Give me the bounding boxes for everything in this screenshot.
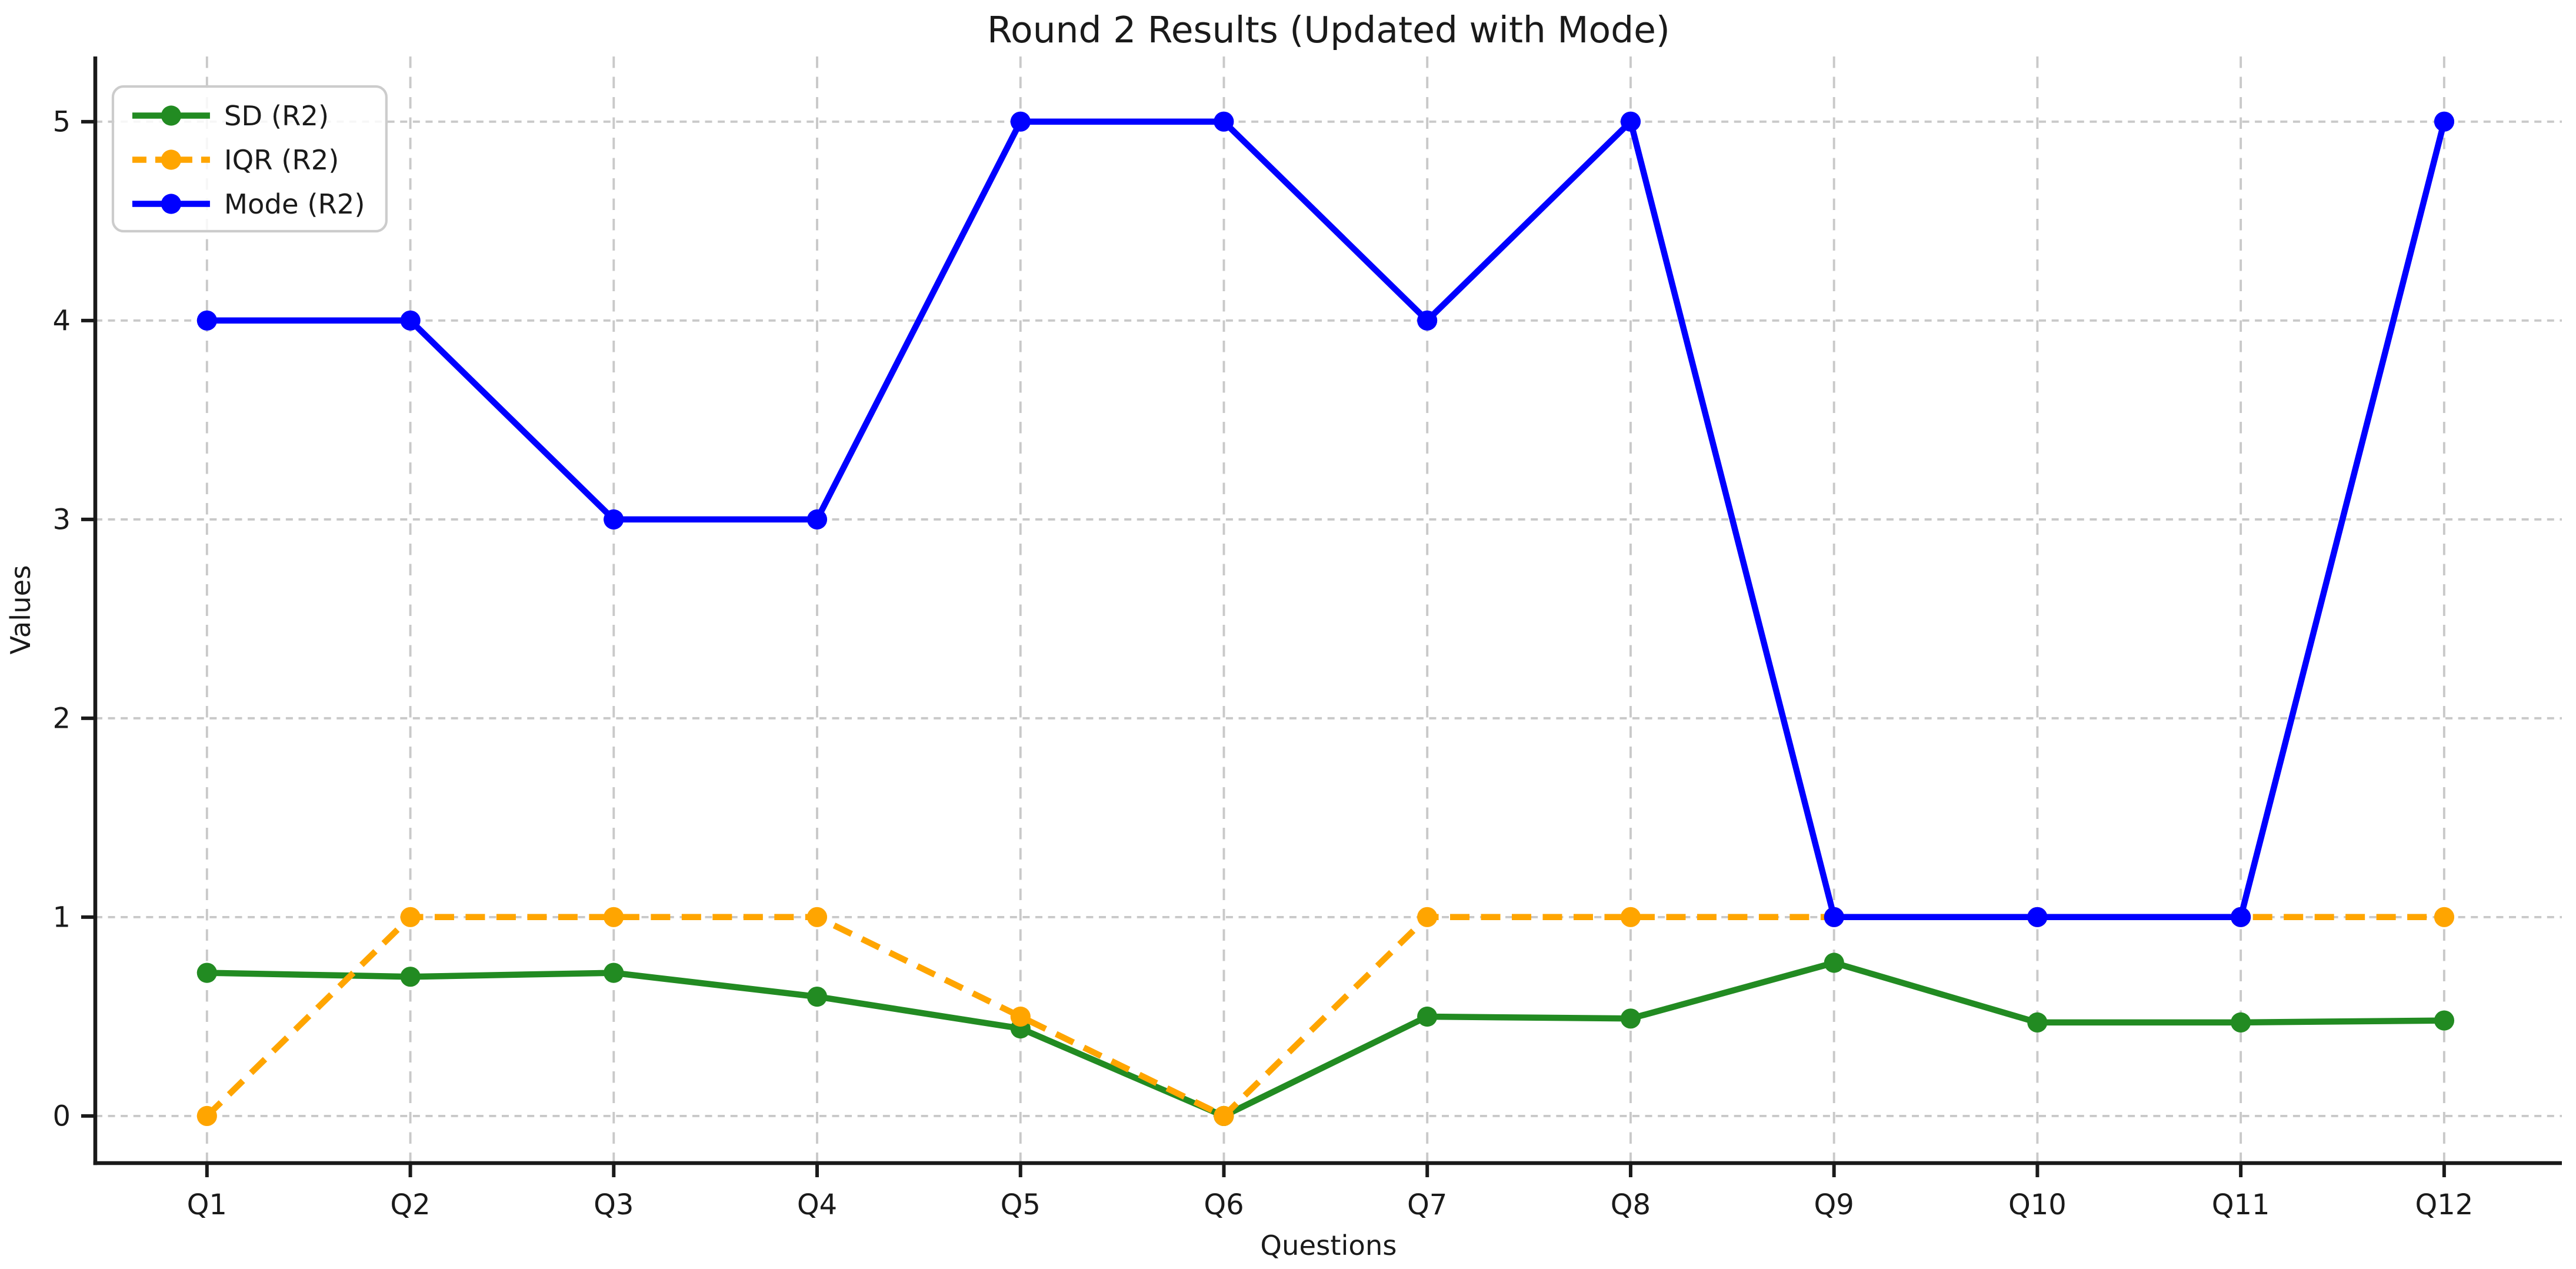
series-mode-r2-marker (2231, 907, 2251, 927)
series-iqr-r2-marker (604, 907, 624, 927)
series-sd-r2-marker (400, 967, 421, 987)
x-tick-label-q2: Q2 (390, 1188, 430, 1221)
series-sd-r2-marker (2027, 1012, 2048, 1032)
legend-box (111, 85, 388, 233)
x-tick-label-q10: Q10 (2008, 1188, 2067, 1221)
series-iqr-r2 (196, 907, 2455, 1126)
legend-swatch-marker-sd-r2 (161, 105, 182, 126)
gridlines (95, 56, 2562, 1163)
legend-label-mode-r2: Mode (R2) (224, 188, 365, 220)
axes (81, 56, 2562, 1177)
series-mode-r2-marker (1824, 907, 1844, 927)
series-sd-r2-marker (807, 987, 828, 1007)
series-iqr-r2-marker (196, 1105, 217, 1126)
series-mode-r2-marker (1010, 111, 1031, 132)
tick-labels: 0 1 2 3 4 5 Q1 Q2 Q3 Q4 Q5 Q6 Q7 Q8 Q9 Q10 Q11 Q12 (52, 105, 2473, 1221)
y-axis-label: Values (5, 565, 36, 655)
series-mode-r2-marker (2027, 907, 2048, 927)
legend-swatch-marker-mode-r2 (161, 194, 182, 214)
series-sd-r2-marker (2231, 1012, 2251, 1032)
series-iqr-r2-marker (2434, 907, 2455, 927)
legend-item-iqr-r2: IQR (R2) (132, 144, 339, 176)
chart-title: Round 2 Results (Updated with Mode) (987, 9, 1670, 51)
legend-swatch-marker-iqr-r2 (161, 149, 182, 170)
y-tick-label-1: 1 (52, 901, 71, 934)
series-iqr-r2-marker (1417, 907, 1438, 927)
series-iqr-r2-marker (807, 907, 828, 927)
x-tick-label-q4: Q4 (797, 1188, 837, 1221)
series-mode-r2-marker (196, 310, 217, 331)
series-mode-r2-marker (1214, 111, 1234, 132)
series-iqr-r2-marker (400, 907, 421, 927)
series-sd-r2-marker (604, 962, 624, 983)
series-mode-r2 (196, 111, 2455, 927)
series-iqr-r2-line (205, 914, 2444, 1120)
y-tick-label-0: 0 (52, 1100, 71, 1133)
series-mode-r2-marker (1620, 111, 1641, 132)
legend-item-sd-r2: SD (R2) (132, 100, 329, 132)
series-mode-r2-line (206, 118, 2448, 921)
series-mode-r2-marker (807, 509, 828, 529)
series-sd-r2-marker (2434, 1010, 2455, 1031)
y-tick-label-2: 2 (52, 702, 71, 735)
series-sd-r2-line (206, 960, 2445, 1120)
series-mode-r2-marker (2434, 111, 2455, 132)
y-tick-label-3: 3 (52, 503, 71, 536)
series-mode-r2-marker (604, 509, 624, 529)
x-tick-label-q11: Q11 (2212, 1188, 2270, 1221)
y-tick-label-4: 4 (52, 304, 71, 337)
legend-item-mode-r2: Mode (R2) (132, 188, 365, 220)
series-iqr-r2-marker (1010, 1006, 1031, 1027)
legend-label-iqr-r2: IQR (R2) (224, 144, 339, 176)
series-iqr-r2-marker (1214, 1105, 1234, 1126)
legend-label-sd-r2: SD (R2) (224, 100, 329, 132)
x-tick-label-q9: Q9 (1814, 1188, 1854, 1221)
legend: SD (R2) IQR (R2) Mode (R2) (111, 85, 388, 233)
series-mode-r2-marker (1417, 310, 1438, 331)
x-tick-label-q1: Q1 (187, 1188, 227, 1221)
x-tick-label-q3: Q3 (594, 1188, 634, 1221)
x-axis-label: Questions (1260, 1230, 1397, 1261)
x-tick-label-q5: Q5 (1001, 1188, 1041, 1221)
series-sd-r2-marker (1417, 1006, 1438, 1027)
x-tick-label-q7: Q7 (1407, 1188, 1447, 1221)
series-sd-r2-marker (1620, 1008, 1641, 1029)
x-tick-label-q6: Q6 (1204, 1188, 1244, 1221)
series-sd-r2-marker (1824, 952, 1844, 973)
series-iqr-r2-marker (1620, 907, 1641, 927)
series-sd-r2-marker (196, 962, 217, 983)
series-sd-r2 (196, 952, 2455, 1126)
x-tick-label-q8: Q8 (1611, 1188, 1651, 1221)
x-tick-label-q12: Q12 (2415, 1188, 2473, 1221)
y-tick-label-5: 5 (52, 105, 71, 138)
series-mode-r2-marker (400, 310, 421, 331)
